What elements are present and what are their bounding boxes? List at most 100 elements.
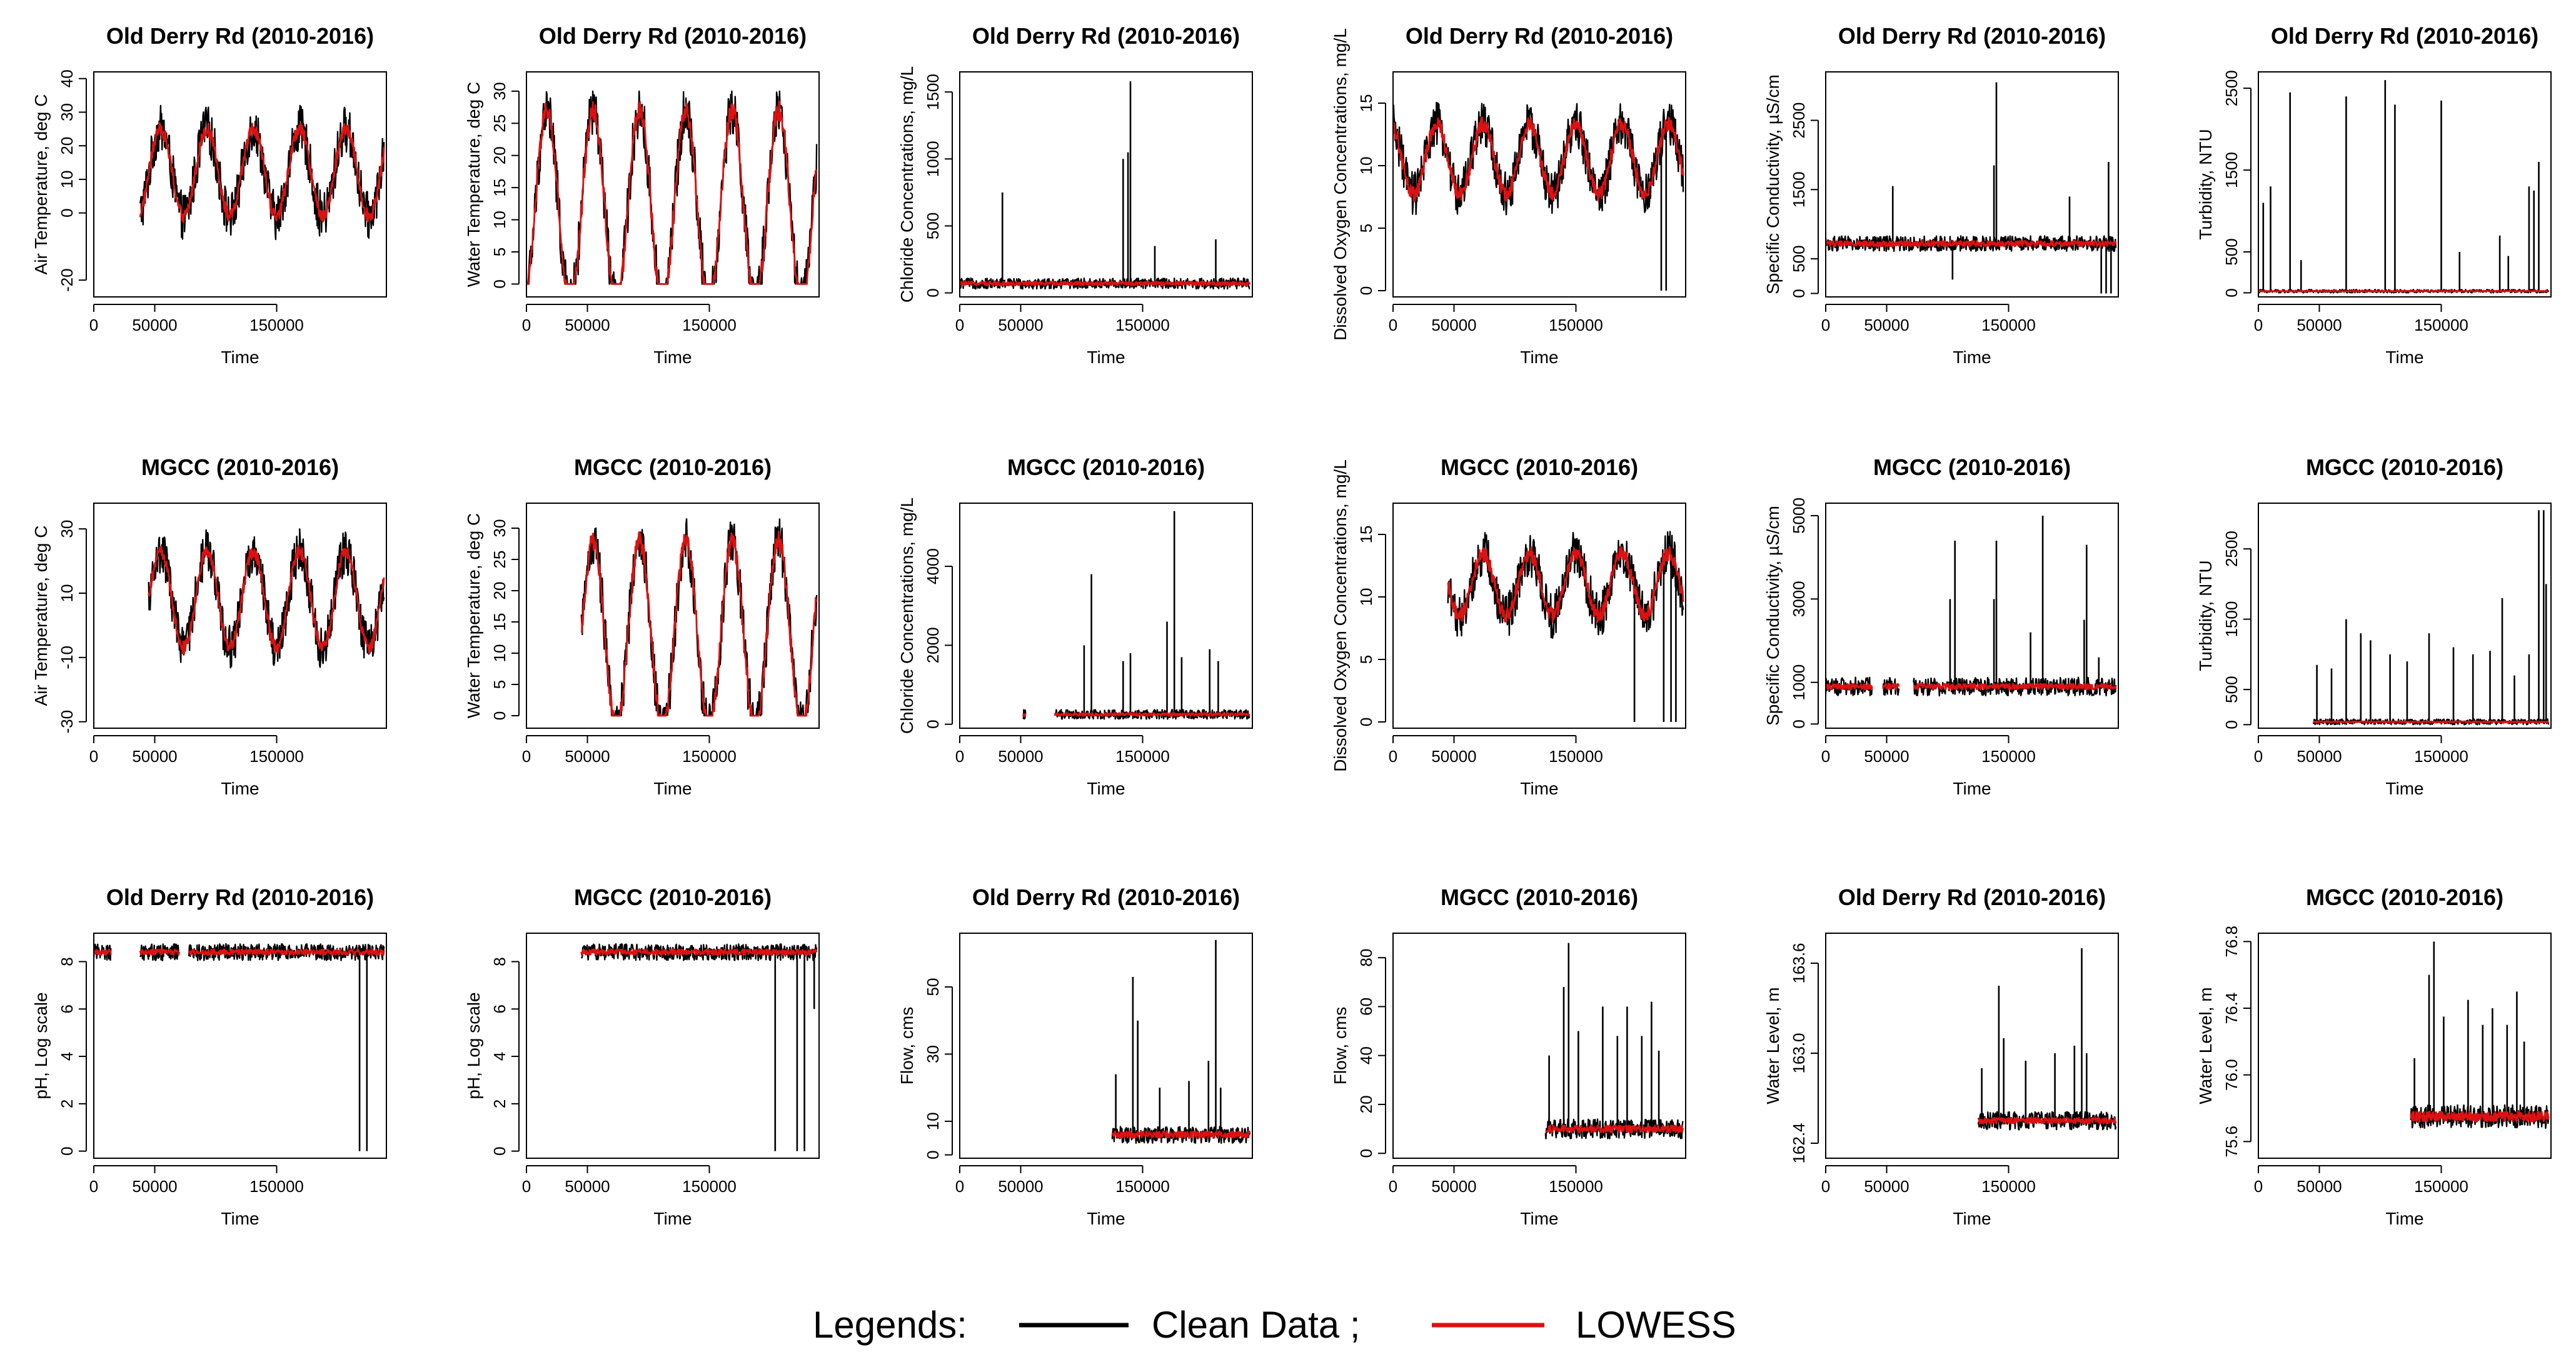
panel-title: MGCC (2010-2016) — [574, 884, 772, 910]
y-tick-label: 15 — [1357, 94, 1376, 113]
y-axis: 0 2 4 6 8 — [58, 957, 87, 1156]
plot-frame — [1392, 503, 1686, 729]
x-tick-label: 50000 — [1864, 316, 1909, 334]
y-tick-label: 0 — [2222, 288, 2241, 297]
y-axis: 0 10 30 50 — [923, 978, 953, 1159]
series-lowess — [94, 948, 112, 956]
y-tick-label: 5 — [490, 680, 509, 689]
plot-frame — [2258, 71, 2552, 298]
panel-12: MGCC (2010-2016) 0 50000 150000 Time 0 500 1500… — [2196, 454, 2552, 798]
series-lowess — [1393, 116, 1684, 203]
panel-1: Old Derry Rd (2010-2016) 0 50000 150000 Time… — [31, 23, 387, 367]
x-tick-label: 50000 — [1864, 1177, 1909, 1196]
plot-lines — [139, 104, 385, 241]
y-axis: 0 500 1000 1500 — [923, 74, 953, 298]
plot-lines — [1826, 516, 2117, 697]
panel-9: MGCC (2010-2016) 0 50000 150000 Time 0 2000 400… — [897, 454, 1253, 798]
series-lowess — [1111, 1130, 1250, 1139]
panel-title: MGCC (2010-2016) — [2306, 884, 2503, 910]
y-axis-label: Dissolved Oxygen Concentrations, mg/L — [1331, 459, 1350, 772]
x-tick-label: 150000 — [2414, 1177, 2468, 1196]
y-tick-label: 1500 — [1789, 171, 1808, 208]
legend-prefix: Legends: — [813, 1304, 967, 1346]
panel-title: Old Derry Rd (2010-2016) — [1838, 884, 2106, 910]
x-tick-label: 0 — [1821, 1177, 1830, 1196]
x-tick-label: 150000 — [1115, 1177, 1170, 1196]
y-tick-label: 0 — [1789, 719, 1808, 728]
x-tick-label: 150000 — [1981, 747, 2036, 766]
y-tick-label: 10 — [58, 584, 76, 603]
panel-title: Old Derry Rd (2010-2016) — [1406, 23, 1673, 49]
x-tick-label: 150000 — [682, 747, 737, 766]
x-axis-label: Time — [1087, 1209, 1125, 1228]
plot-frame — [1825, 71, 2119, 298]
y-tick-label: 25 — [490, 114, 509, 133]
y-axis-label: Turbidity, NTU — [2196, 560, 2215, 671]
plot-lines — [1826, 82, 2117, 294]
y-tick-label: 10 — [923, 1112, 942, 1130]
y-tick-label: 15 — [490, 613, 509, 631]
y-axis: 0 5 10 15 20 25 30 — [490, 82, 520, 289]
x-tick-label: 0 — [1389, 316, 1397, 334]
y-axis-label: Flow, cms — [1331, 1007, 1350, 1084]
x-axis: 0 50000 150000 — [2254, 1165, 2468, 1196]
y-tick-label: 20 — [490, 146, 509, 164]
y-axis: 0 5 10 15 — [1357, 526, 1386, 726]
x-tick-label: 50000 — [1431, 1177, 1476, 1196]
y-tick-label: 500 — [2222, 238, 2241, 265]
y-tick-label: 10 — [490, 644, 509, 663]
y-tick-label: 1000 — [923, 141, 942, 177]
x-axis: 0 50000 150000 — [89, 304, 304, 334]
x-tick-label: 150000 — [1115, 747, 1170, 766]
x-axis-label: Time — [221, 1209, 259, 1228]
plot-frame — [1392, 71, 1686, 298]
y-tick-label: 0 — [2222, 720, 2241, 729]
y-tick-label: 20 — [58, 137, 76, 155]
x-tick-label: 150000 — [1981, 316, 2036, 334]
y-tick-label: 40 — [58, 69, 76, 88]
y-axis-label: pH, Log scale — [464, 992, 483, 1099]
series-lowess — [581, 530, 818, 717]
x-tick-label: 0 — [89, 747, 98, 766]
plot-frame — [1392, 933, 1686, 1159]
y-tick-label: 30 — [923, 1045, 942, 1063]
y-axis-label: Dissolved Oxygen Concentrations, mg/L — [1331, 28, 1350, 341]
x-tick-label: 150000 — [1115, 316, 1170, 334]
y-axis: 0 5 10 15 20 25 30 — [490, 519, 520, 720]
plot-frame — [1825, 503, 2119, 729]
x-tick-label: 150000 — [2414, 747, 2468, 766]
plot-frame — [959, 71, 1253, 298]
y-axis: 0 500 1500 2500 — [2222, 70, 2251, 298]
y-tick-label: 30 — [490, 519, 509, 538]
y-axis: 0 2 4 6 8 — [490, 957, 520, 1156]
y-tick-label: 0 — [1357, 718, 1376, 726]
y-tick-label: -20 — [58, 268, 76, 292]
y-tick-label: 10 — [1357, 588, 1376, 606]
panel-7: MGCC (2010-2016) 0 50000 150000 Time -30 -10 10… — [31, 454, 387, 798]
panel-16: MGCC (2010-2016) 0 50000 150000 Time 0 20 40 60 8… — [1331, 884, 1686, 1228]
series-lowess — [2410, 1111, 2550, 1123]
y-tick-label: 162.4 — [1789, 1123, 1808, 1163]
panel-title: Old Derry Rd (2010-2016) — [972, 23, 1240, 49]
series-lowess — [139, 122, 385, 223]
legend-lowess-label: LOWESS — [1576, 1304, 1736, 1346]
series-lowess — [1913, 683, 2117, 691]
x-tick-label: 50000 — [565, 316, 610, 334]
y-tick-label: 0 — [923, 288, 942, 297]
y-tick-label: 15 — [490, 179, 509, 197]
y-axis-label: Air Temperature, deg C — [31, 94, 51, 275]
x-tick-label: 0 — [1821, 316, 1830, 334]
x-tick-label: 50000 — [132, 747, 177, 766]
panel-6: Old Derry Rd (2010-2016) 0 50000 150000 Time… — [2196, 23, 2552, 367]
y-tick-label: 5 — [490, 248, 509, 256]
x-axis: 0 50000 150000 — [955, 1165, 1170, 1196]
y-tick-label: 6 — [490, 1004, 509, 1013]
x-axis: 0 50000 150000 — [1389, 735, 1603, 766]
y-tick-label: 10 — [1357, 157, 1376, 175]
x-tick-label: 50000 — [998, 316, 1043, 334]
legend-clean-label: Clean Data ; — [1152, 1304, 1361, 1346]
y-axis-label: Water Level, m — [1763, 987, 1783, 1104]
y-tick-label: 500 — [1789, 245, 1808, 272]
panel-title: MGCC (2010-2016) — [1441, 454, 1638, 480]
x-tick-label: 150000 — [1981, 1177, 2036, 1196]
